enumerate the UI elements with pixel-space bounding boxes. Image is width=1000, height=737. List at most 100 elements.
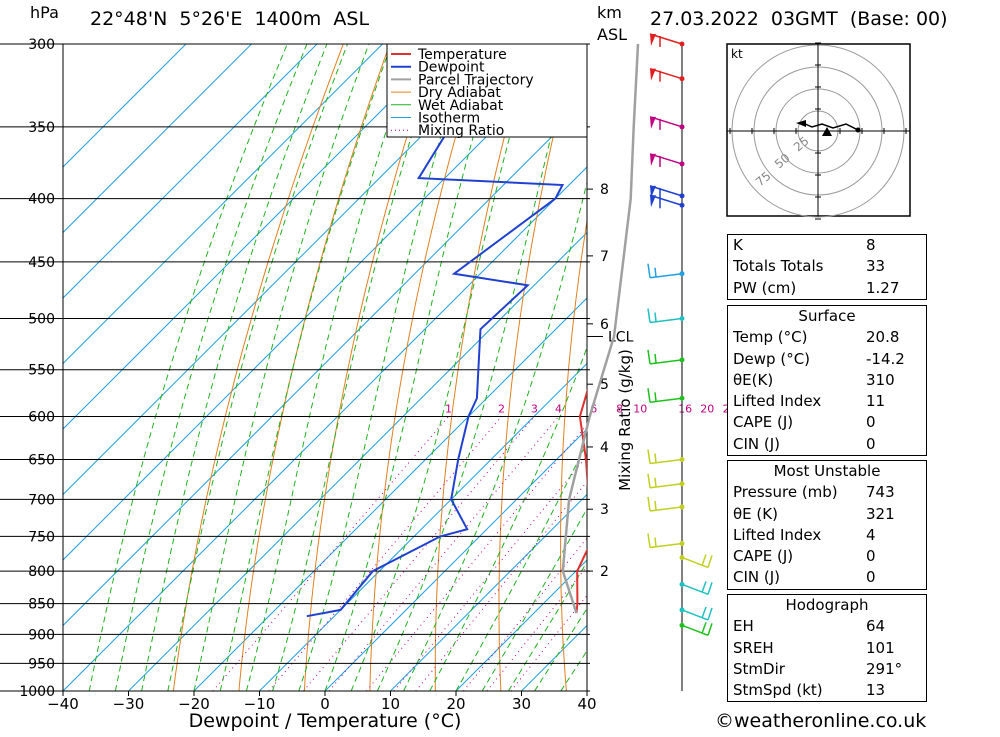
wind-barb-feather xyxy=(648,450,650,464)
index-label: StmSpd (kt) xyxy=(733,680,866,701)
pressure-tick-label: 450 xyxy=(28,255,55,271)
mixing-ratio-line xyxy=(366,416,593,691)
index-label: EH xyxy=(733,616,866,637)
wind-barb xyxy=(650,195,685,208)
index-row: θE(K)310 xyxy=(728,370,926,391)
wind-barb-feather xyxy=(708,623,712,635)
wet-adiabat-line xyxy=(299,44,469,691)
km-label: km xyxy=(597,3,622,22)
index-row: PW (cm)1.27 xyxy=(728,278,926,299)
pressure-tick-label: 650 xyxy=(28,453,55,469)
pressure-tick-label: 950 xyxy=(28,656,55,672)
isotherm-line xyxy=(0,44,448,691)
index-row: StmSpd (kt)13 xyxy=(728,680,926,701)
wind-barb xyxy=(650,69,685,82)
wet-adiabat-line xyxy=(377,44,575,691)
pressure-tick-label: 500 xyxy=(28,312,55,328)
wind-barb xyxy=(650,34,685,47)
wind-barb xyxy=(648,388,685,402)
hodograph-title: Hodograph xyxy=(728,595,926,616)
wind-barb-feather xyxy=(708,582,712,594)
wind-barb-staff xyxy=(650,460,682,464)
index-value: 0 xyxy=(866,412,921,433)
dry-adiabat-line xyxy=(173,44,343,691)
mixing-ratio-axis-label: Mixing Ratio (g/kg) xyxy=(616,349,634,491)
wind-barb-feather xyxy=(655,454,656,463)
wet-adiabat-line xyxy=(246,44,415,691)
index-value: 13 xyxy=(866,680,921,701)
hodograph-unit-label: kt xyxy=(731,47,743,61)
index-label: StmDir xyxy=(733,659,866,680)
wind-barb xyxy=(648,350,685,364)
surface-title: Surface xyxy=(728,306,926,327)
mixing-ratio-label: 2 xyxy=(498,402,505,415)
height-tick-label: 7 xyxy=(600,249,609,265)
wind-barb xyxy=(648,474,685,488)
datetime-title: 27.03.2022 03GMT (Base: 00) xyxy=(650,8,948,30)
wind-barb-staff xyxy=(650,274,682,278)
index-value: 0 xyxy=(866,434,921,455)
wind-barb-flag xyxy=(650,117,656,129)
credit-text[interactable]: ©weatheronline.co.uk xyxy=(715,710,926,732)
mixing-ratio-line xyxy=(329,416,558,691)
index-label: SREH xyxy=(733,638,866,659)
wind-barb-staff xyxy=(650,360,682,364)
height-tick-label: 3 xyxy=(600,502,609,518)
index-label: Dewp (°C) xyxy=(733,349,866,370)
isotherm-line xyxy=(63,44,710,691)
wind-barb-feather xyxy=(655,354,656,363)
wet-adiabat-line xyxy=(404,44,621,691)
dry-adiabat-line xyxy=(499,44,575,691)
wind-barb-flag xyxy=(650,34,656,46)
wind-barb-feather xyxy=(702,607,706,618)
wet-adiabat-line xyxy=(351,44,535,691)
wind-barb-feather xyxy=(648,534,650,548)
wind-barb xyxy=(650,154,685,167)
pressure-tick-label: 400 xyxy=(28,192,55,208)
wind-barb-staff xyxy=(650,544,682,548)
wind-barb xyxy=(680,622,713,635)
pressure-tick-label: 600 xyxy=(28,409,55,425)
x-axis-label: Dewpoint / Temperature (°C) xyxy=(189,710,462,732)
isotherm-line xyxy=(0,44,579,691)
index-label: Temp (°C) xyxy=(733,327,866,348)
pressure-tick-label: 750 xyxy=(28,529,55,545)
wind-barb-staff xyxy=(650,398,682,402)
wind-barb-feather xyxy=(648,497,650,511)
isotherm-line xyxy=(0,44,383,691)
asl-label: ASL xyxy=(597,25,627,44)
wind-barb-feather xyxy=(648,388,650,402)
index-value: 321 xyxy=(866,504,921,525)
index-label: CIN (J) xyxy=(733,434,866,455)
wind-barb-feather xyxy=(655,313,656,322)
wind-barb-staff xyxy=(650,484,682,488)
wind-barb xyxy=(648,309,685,323)
wind-barb-feather xyxy=(708,555,712,567)
wind-barb-feather xyxy=(655,268,656,277)
index-value: 310 xyxy=(866,370,921,391)
index-row: CAPE (J)0 xyxy=(728,546,926,567)
index-value: 4 xyxy=(866,525,921,546)
mixing-ratio-label: 1 xyxy=(445,402,452,415)
index-label: K xyxy=(733,235,866,256)
index-value: 0 xyxy=(866,567,921,588)
hodograph-end-dot xyxy=(856,128,861,133)
pressure-tick-label: 300 xyxy=(28,37,55,53)
index-value: 0 xyxy=(866,546,921,567)
index-label: CAPE (J) xyxy=(733,546,866,567)
temperature-tick-label: 30 xyxy=(512,695,531,713)
index-value: 291° xyxy=(866,659,921,680)
height-tick-label: 2 xyxy=(600,564,609,580)
pressure-tick-label: 550 xyxy=(28,363,55,379)
index-label: CIN (J) xyxy=(733,567,866,588)
wind-barb-flag xyxy=(650,69,656,81)
index-value: 101 xyxy=(866,638,921,659)
wind-barb xyxy=(650,117,685,130)
